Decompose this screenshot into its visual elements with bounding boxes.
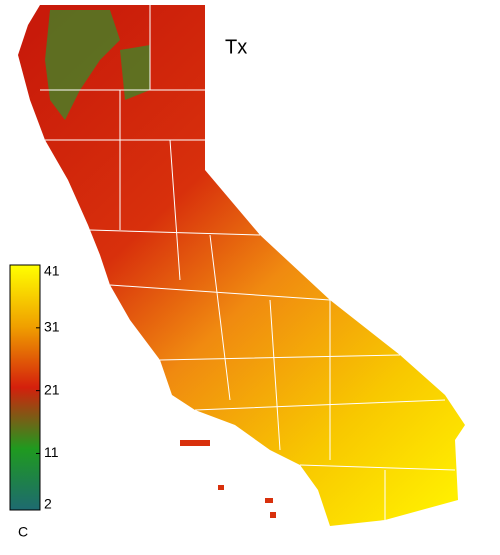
colorbar-tick-label: 2	[44, 496, 52, 512]
colorbar-tick-label: 41	[44, 263, 60, 279]
county-lines	[40, 5, 456, 520]
colorbar-scale	[9, 264, 41, 511]
colorbar-tick-label: 21	[44, 381, 60, 397]
colorbar-unit: C	[18, 524, 28, 540]
mountain-cool-zone	[45, 10, 150, 120]
colorbar: 2 11 21 31 41	[9, 263, 60, 512]
colorbar-tick-label: 31	[44, 319, 60, 335]
islands	[180, 440, 276, 518]
colorbar-tick-label: 11	[44, 444, 59, 460]
state-shape	[18, 5, 465, 526]
map-title: Tx	[225, 36, 247, 58]
california-map	[18, 5, 465, 526]
